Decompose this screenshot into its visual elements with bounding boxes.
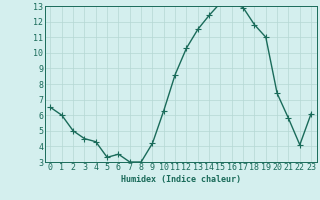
X-axis label: Humidex (Indice chaleur): Humidex (Indice chaleur) (121, 175, 241, 184)
